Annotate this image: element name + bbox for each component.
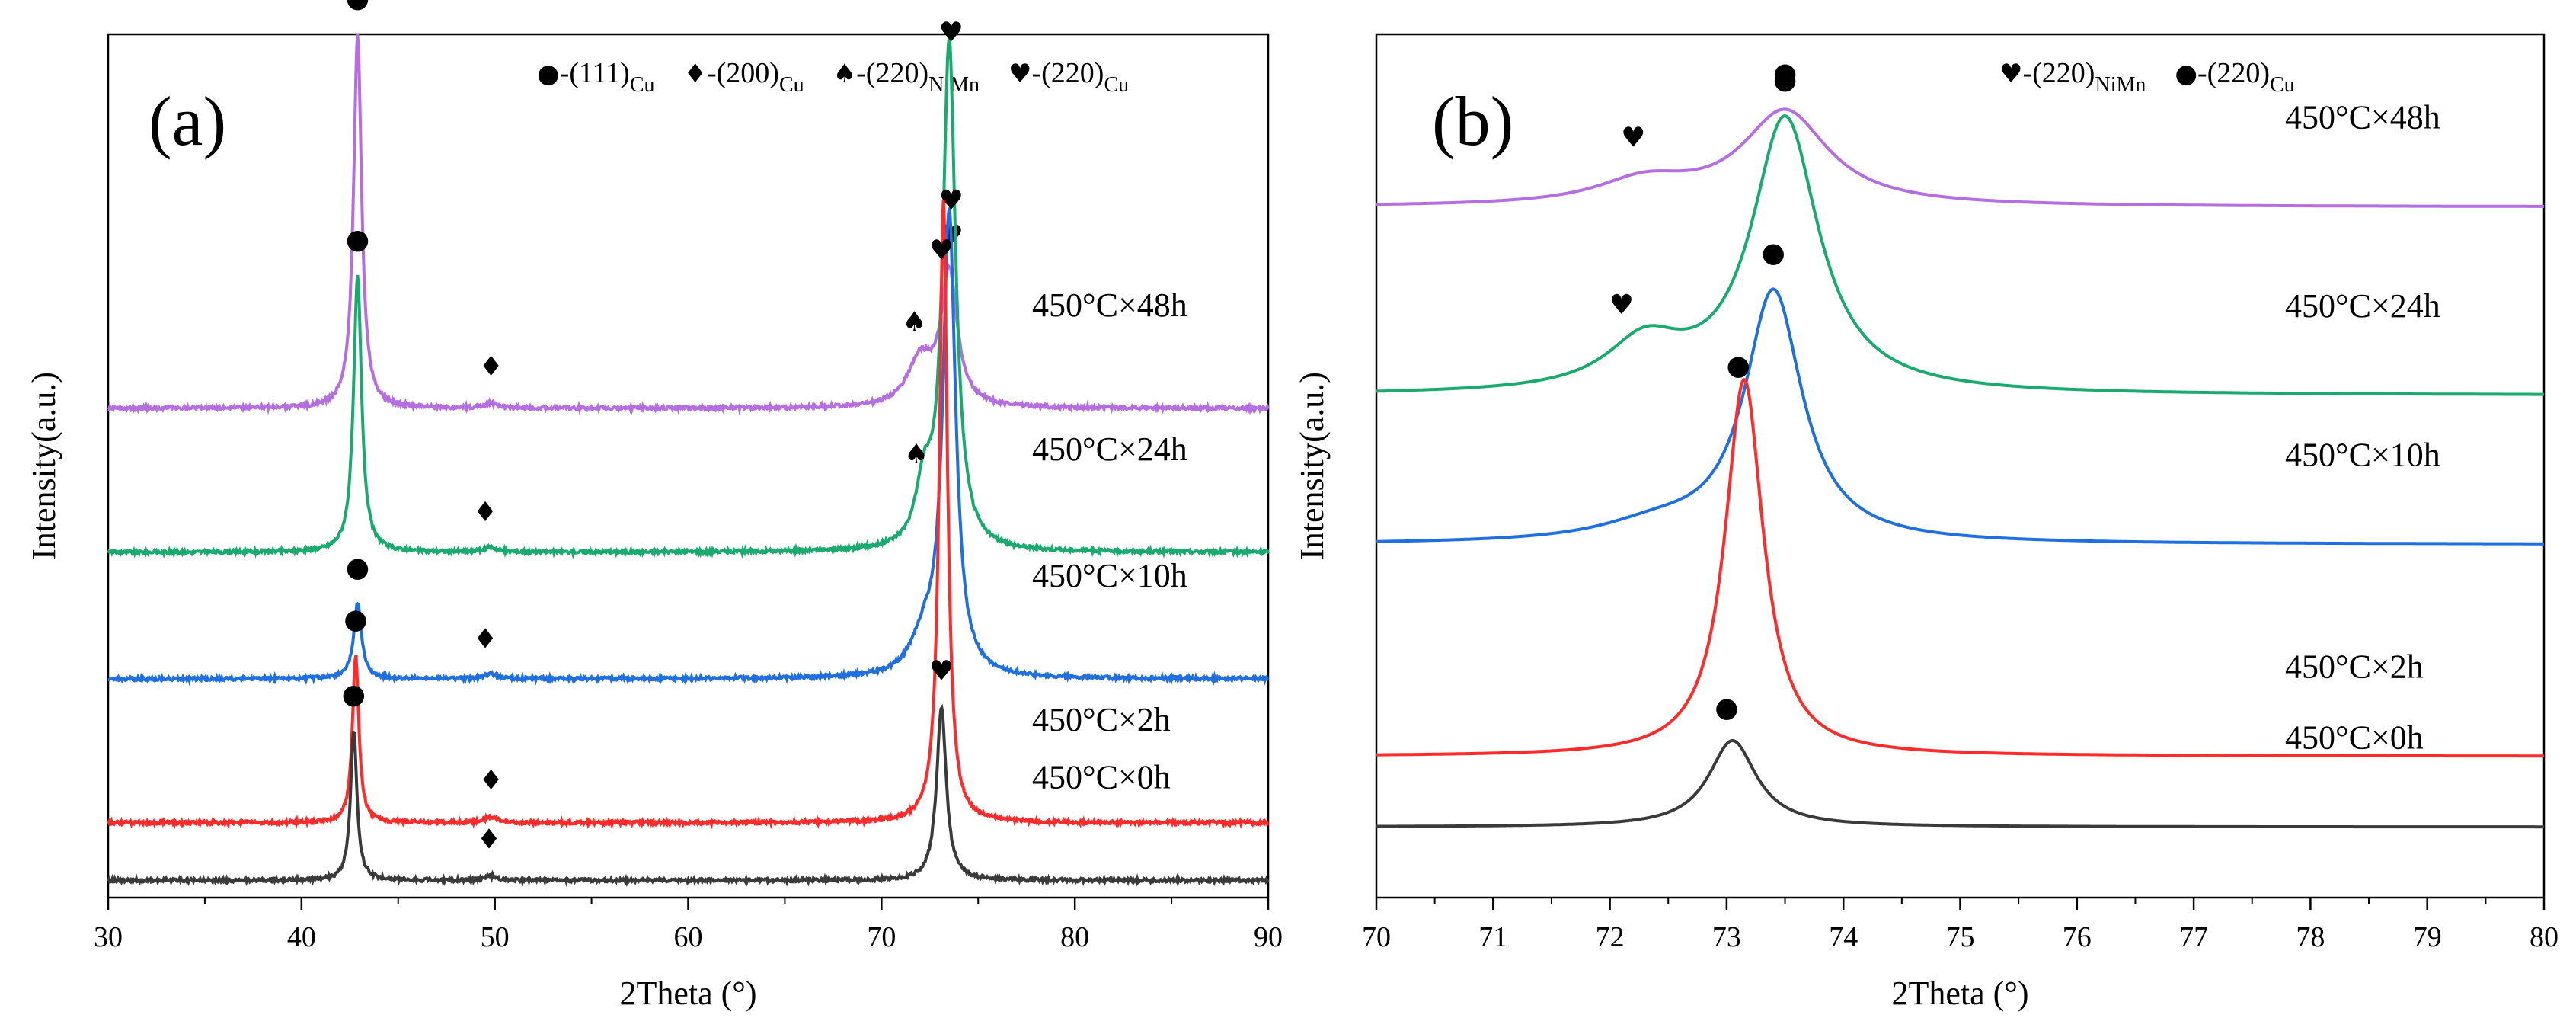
legend-symbol: ●	[537, 59, 560, 89]
peak-marker: ♦	[473, 497, 497, 528]
x-tick-label: 70	[867, 921, 896, 953]
series-label: 450°C×24h	[1032, 431, 1187, 468]
x-tick-label: 74	[1829, 921, 1858, 953]
series-line	[107, 207, 1269, 687]
series-line	[1376, 377, 2544, 758]
x-tick-label: 30	[94, 921, 123, 953]
x-tick-label: 80	[2530, 921, 2558, 953]
legend-subscript: NiMn	[2095, 73, 2146, 97]
peak-marker: ●	[1773, 64, 1797, 95]
x-tick-label: 60	[674, 921, 703, 953]
peak-marker: ●	[1762, 237, 1785, 268]
series-label: 450°C×10h	[2285, 437, 2440, 474]
x-tick-label: 80	[1060, 921, 1089, 953]
legend-symbol: ♠	[833, 59, 856, 89]
x-tick-label: 72	[1596, 921, 1625, 953]
series-line	[1376, 114, 2544, 396]
x-axis-label: 2Theta (°)	[619, 975, 756, 1012]
series-label: 450°C×48h	[2285, 99, 2440, 136]
x-axis-label: 2Theta (°)	[1891, 975, 2028, 1012]
series-label: 450°C×0h	[1032, 758, 1171, 796]
legend-subscript: Cu	[779, 73, 804, 97]
panel-label: (b)	[1432, 82, 1513, 160]
x-tick-label: 70	[1362, 921, 1391, 953]
peak-marker: ♥	[939, 18, 964, 49]
peak-marker: ●	[1727, 350, 1750, 381]
series-label: 450°C×24h	[2285, 287, 2440, 325]
x-tick-label: 90	[1254, 921, 1283, 953]
x-tick-label: 40	[287, 921, 316, 953]
legend-subscript: Cu	[1104, 73, 1129, 97]
y-axis-label: Intensity(a.u.)	[1293, 372, 1331, 560]
peak-marker: ♥	[1621, 123, 1645, 154]
chart-panel-b: 70 71 72 73 74 75 76 77 78 79 80 2Theta (°) Intensit…	[1293, 33, 2558, 1012]
peak-marker: ♥	[1609, 290, 1634, 321]
series-line	[1376, 287, 2544, 546]
peak-marker: ●	[1715, 692, 1738, 723]
legend: ●-(111)Cu​♦-(200)Cu​♠-(220)NiMn​♥-(220)C…	[537, 57, 1129, 97]
series-line	[107, 34, 1270, 416]
x-tick-label: 50	[481, 921, 510, 953]
legend-subscript: Cu	[630, 73, 655, 97]
legend-subscript: NiMn	[928, 73, 980, 97]
legend-text: -(220)	[2197, 57, 2270, 89]
series-line	[107, 37, 1270, 560]
series-line	[1376, 738, 2544, 829]
legend-symbol: ♥	[1008, 59, 1031, 89]
peak-marker: ♦	[477, 824, 501, 855]
series-label: 450°C×0h	[2285, 719, 2424, 756]
legend-subscript: Cu	[2270, 73, 2295, 97]
legend-text: -(220)	[2022, 57, 2095, 89]
series-line	[107, 703, 1270, 888]
peak-marker: ♦	[478, 351, 503, 383]
series-line	[107, 200, 1270, 831]
peak-marker: ♠	[902, 307, 926, 338]
legend: ♥-(220)NiMn​●-(220)Cu​	[1999, 57, 2295, 97]
x-tick-label: 73	[1712, 921, 1741, 953]
x-tick-label: 77	[2179, 921, 2208, 953]
series-label: 450°C×2h	[1032, 701, 1171, 738]
peak-marker: ♦	[473, 624, 497, 655]
peak-marker: ●	[342, 679, 366, 710]
panel-label: (a)	[149, 82, 226, 160]
peak-marker: ♠	[904, 439, 928, 470]
legend-symbol: ♥	[1999, 59, 2022, 89]
series-label: 450°C×10h	[1032, 557, 1187, 594]
legend-text: -(200)	[707, 57, 779, 89]
x-tick-label: 71	[1478, 921, 1507, 953]
legend-symbol: ♦	[684, 59, 707, 89]
x-tick-label: 76	[2063, 921, 2092, 953]
chart-panel-a: 30 40 50 60 70 80 90 2Theta (°) Intensity(a.u.) (…	[25, 0, 1283, 1012]
legend-text: -(111)	[560, 57, 630, 89]
peak-marker: ●	[346, 552, 369, 584]
y-axis-label: Intensity(a.u.)	[25, 372, 62, 560]
peak-marker: ♦	[478, 765, 503, 796]
legend-text: -(220)	[1032, 57, 1104, 89]
peak-marker: ●	[344, 604, 367, 635]
peak-marker: ●	[346, 224, 369, 255]
peak-marker: ●	[346, 0, 369, 14]
x-tick-label: 78	[2296, 921, 2325, 953]
x-tick-label: 79	[2413, 921, 2442, 953]
peak-marker: ♥	[929, 235, 954, 267]
series-label: 450°C×2h	[2285, 648, 2424, 686]
legend-text: -(220)	[856, 57, 928, 89]
x-tick-label: 75	[1946, 921, 1975, 953]
peak-marker: ♥	[929, 656, 954, 687]
series-label: 450°C×48h	[1032, 287, 1187, 324]
peak-marker: ●	[1773, 57, 1797, 88]
series-line	[1376, 107, 2544, 208]
legend-symbol: ●	[2175, 59, 2197, 89]
